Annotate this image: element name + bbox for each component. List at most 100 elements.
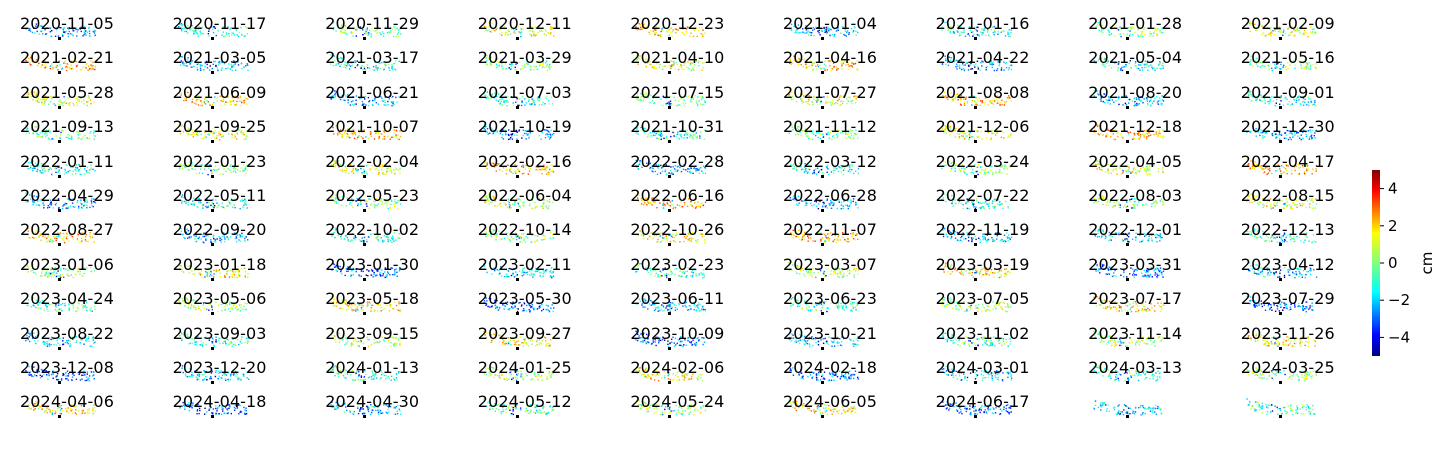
map-pixel <box>962 131 965 133</box>
map-pixel <box>483 200 485 203</box>
map-pixel <box>966 135 968 137</box>
map-pixel <box>675 164 677 167</box>
panel-date-title: 2021-07-03 <box>477 82 572 102</box>
map-pixel <box>513 202 516 204</box>
map-pixel <box>212 26 215 28</box>
map-pixel <box>90 168 92 170</box>
map-pixel <box>1296 135 1299 137</box>
map-pixel <box>488 58 490 61</box>
map-pixel <box>702 67 705 69</box>
map-pixel <box>240 101 242 103</box>
map-panel: 2021-08-08 <box>920 75 1070 109</box>
map-pixel <box>490 64 493 66</box>
map-pixel <box>687 170 689 172</box>
map-pixel <box>816 96 819 99</box>
reference-point-marker <box>58 209 61 212</box>
map-pixel <box>514 165 516 168</box>
reference-point-marker <box>973 71 977 75</box>
map-pixel <box>1114 63 1116 65</box>
map-pixel <box>27 93 30 95</box>
map-pixel <box>1313 99 1316 102</box>
map-pixel <box>1307 130 1309 132</box>
map-pixel <box>211 133 213 135</box>
map-pixel <box>229 202 231 204</box>
map-pixel <box>550 136 552 138</box>
map-pixel <box>363 66 366 68</box>
map-pixel <box>532 99 535 101</box>
map-pixel <box>1108 33 1110 36</box>
map-pixel <box>855 34 857 36</box>
map-pixel <box>1248 91 1250 93</box>
map-pixel <box>1247 93 1249 95</box>
map-pixel <box>1282 104 1284 106</box>
map-pixel <box>1129 35 1131 37</box>
map-pixel <box>659 202 661 204</box>
map-pixel <box>1093 130 1096 132</box>
map-pixel <box>508 168 511 171</box>
map-pixel <box>506 164 509 166</box>
map-pixel <box>362 29 364 31</box>
map-pixel <box>1093 161 1096 163</box>
map-pixel <box>1151 67 1153 69</box>
map-pixel <box>345 26 347 28</box>
map-pixel <box>531 199 533 201</box>
map-pixel <box>196 33 199 35</box>
map-pixel <box>841 131 843 134</box>
map-pixel <box>212 61 215 63</box>
map-pixel <box>683 33 685 35</box>
map-pixel <box>343 93 345 96</box>
map-pixel <box>89 35 91 37</box>
map-pixel <box>670 104 673 106</box>
map-pixel <box>1289 137 1291 139</box>
map-pixel <box>229 163 232 166</box>
map-pixel <box>969 29 971 31</box>
map-pixel <box>509 33 511 35</box>
map-pixel <box>851 168 853 170</box>
map-pixel <box>940 26 943 28</box>
map-pixel <box>70 138 72 141</box>
map-pixel <box>805 135 808 138</box>
map-pixel <box>836 198 839 201</box>
reference-point-marker <box>1278 71 1282 75</box>
map-pixel <box>90 200 93 202</box>
map-pixel <box>514 32 516 35</box>
map-pixel <box>521 95 524 98</box>
map-pixel <box>346 62 348 65</box>
map-pixel <box>850 129 852 131</box>
map-pixel <box>972 171 974 173</box>
map-pixel <box>1127 132 1130 134</box>
map-pixel <box>65 163 67 166</box>
map-pixel <box>60 131 62 134</box>
map-pixel <box>1162 137 1164 139</box>
map-pixel <box>337 132 339 135</box>
map-pixel <box>653 200 655 202</box>
map-pixel <box>1294 67 1296 70</box>
map-pixel <box>521 65 524 67</box>
map-pixel <box>981 99 983 102</box>
map-pixel <box>958 67 960 70</box>
map-pixel <box>662 203 665 205</box>
map-pixel <box>853 95 856 97</box>
map-pixel <box>199 69 201 72</box>
map-pixel <box>649 61 651 63</box>
map-pixel <box>1249 64 1251 66</box>
map-pixel <box>964 132 966 135</box>
map-pixel <box>652 170 654 172</box>
map-pixel <box>1309 31 1312 33</box>
map-pixel <box>811 70 814 72</box>
map-pixel <box>844 34 846 36</box>
map-pixel <box>1311 30 1314 33</box>
map-pixel <box>508 67 510 69</box>
map-pixel <box>58 207 60 209</box>
map-pixel <box>1248 167 1250 170</box>
map-pixel <box>1250 99 1252 102</box>
map-pixel <box>1150 61 1153 63</box>
map-pixel <box>821 171 824 173</box>
map-pixel <box>1107 29 1109 31</box>
map-pixel <box>377 173 380 175</box>
map-pixel <box>1100 133 1102 135</box>
map-pixel <box>689 136 691 138</box>
map-pixel <box>1002 167 1005 170</box>
map-pixel <box>530 130 532 133</box>
map-pixel <box>847 200 849 202</box>
